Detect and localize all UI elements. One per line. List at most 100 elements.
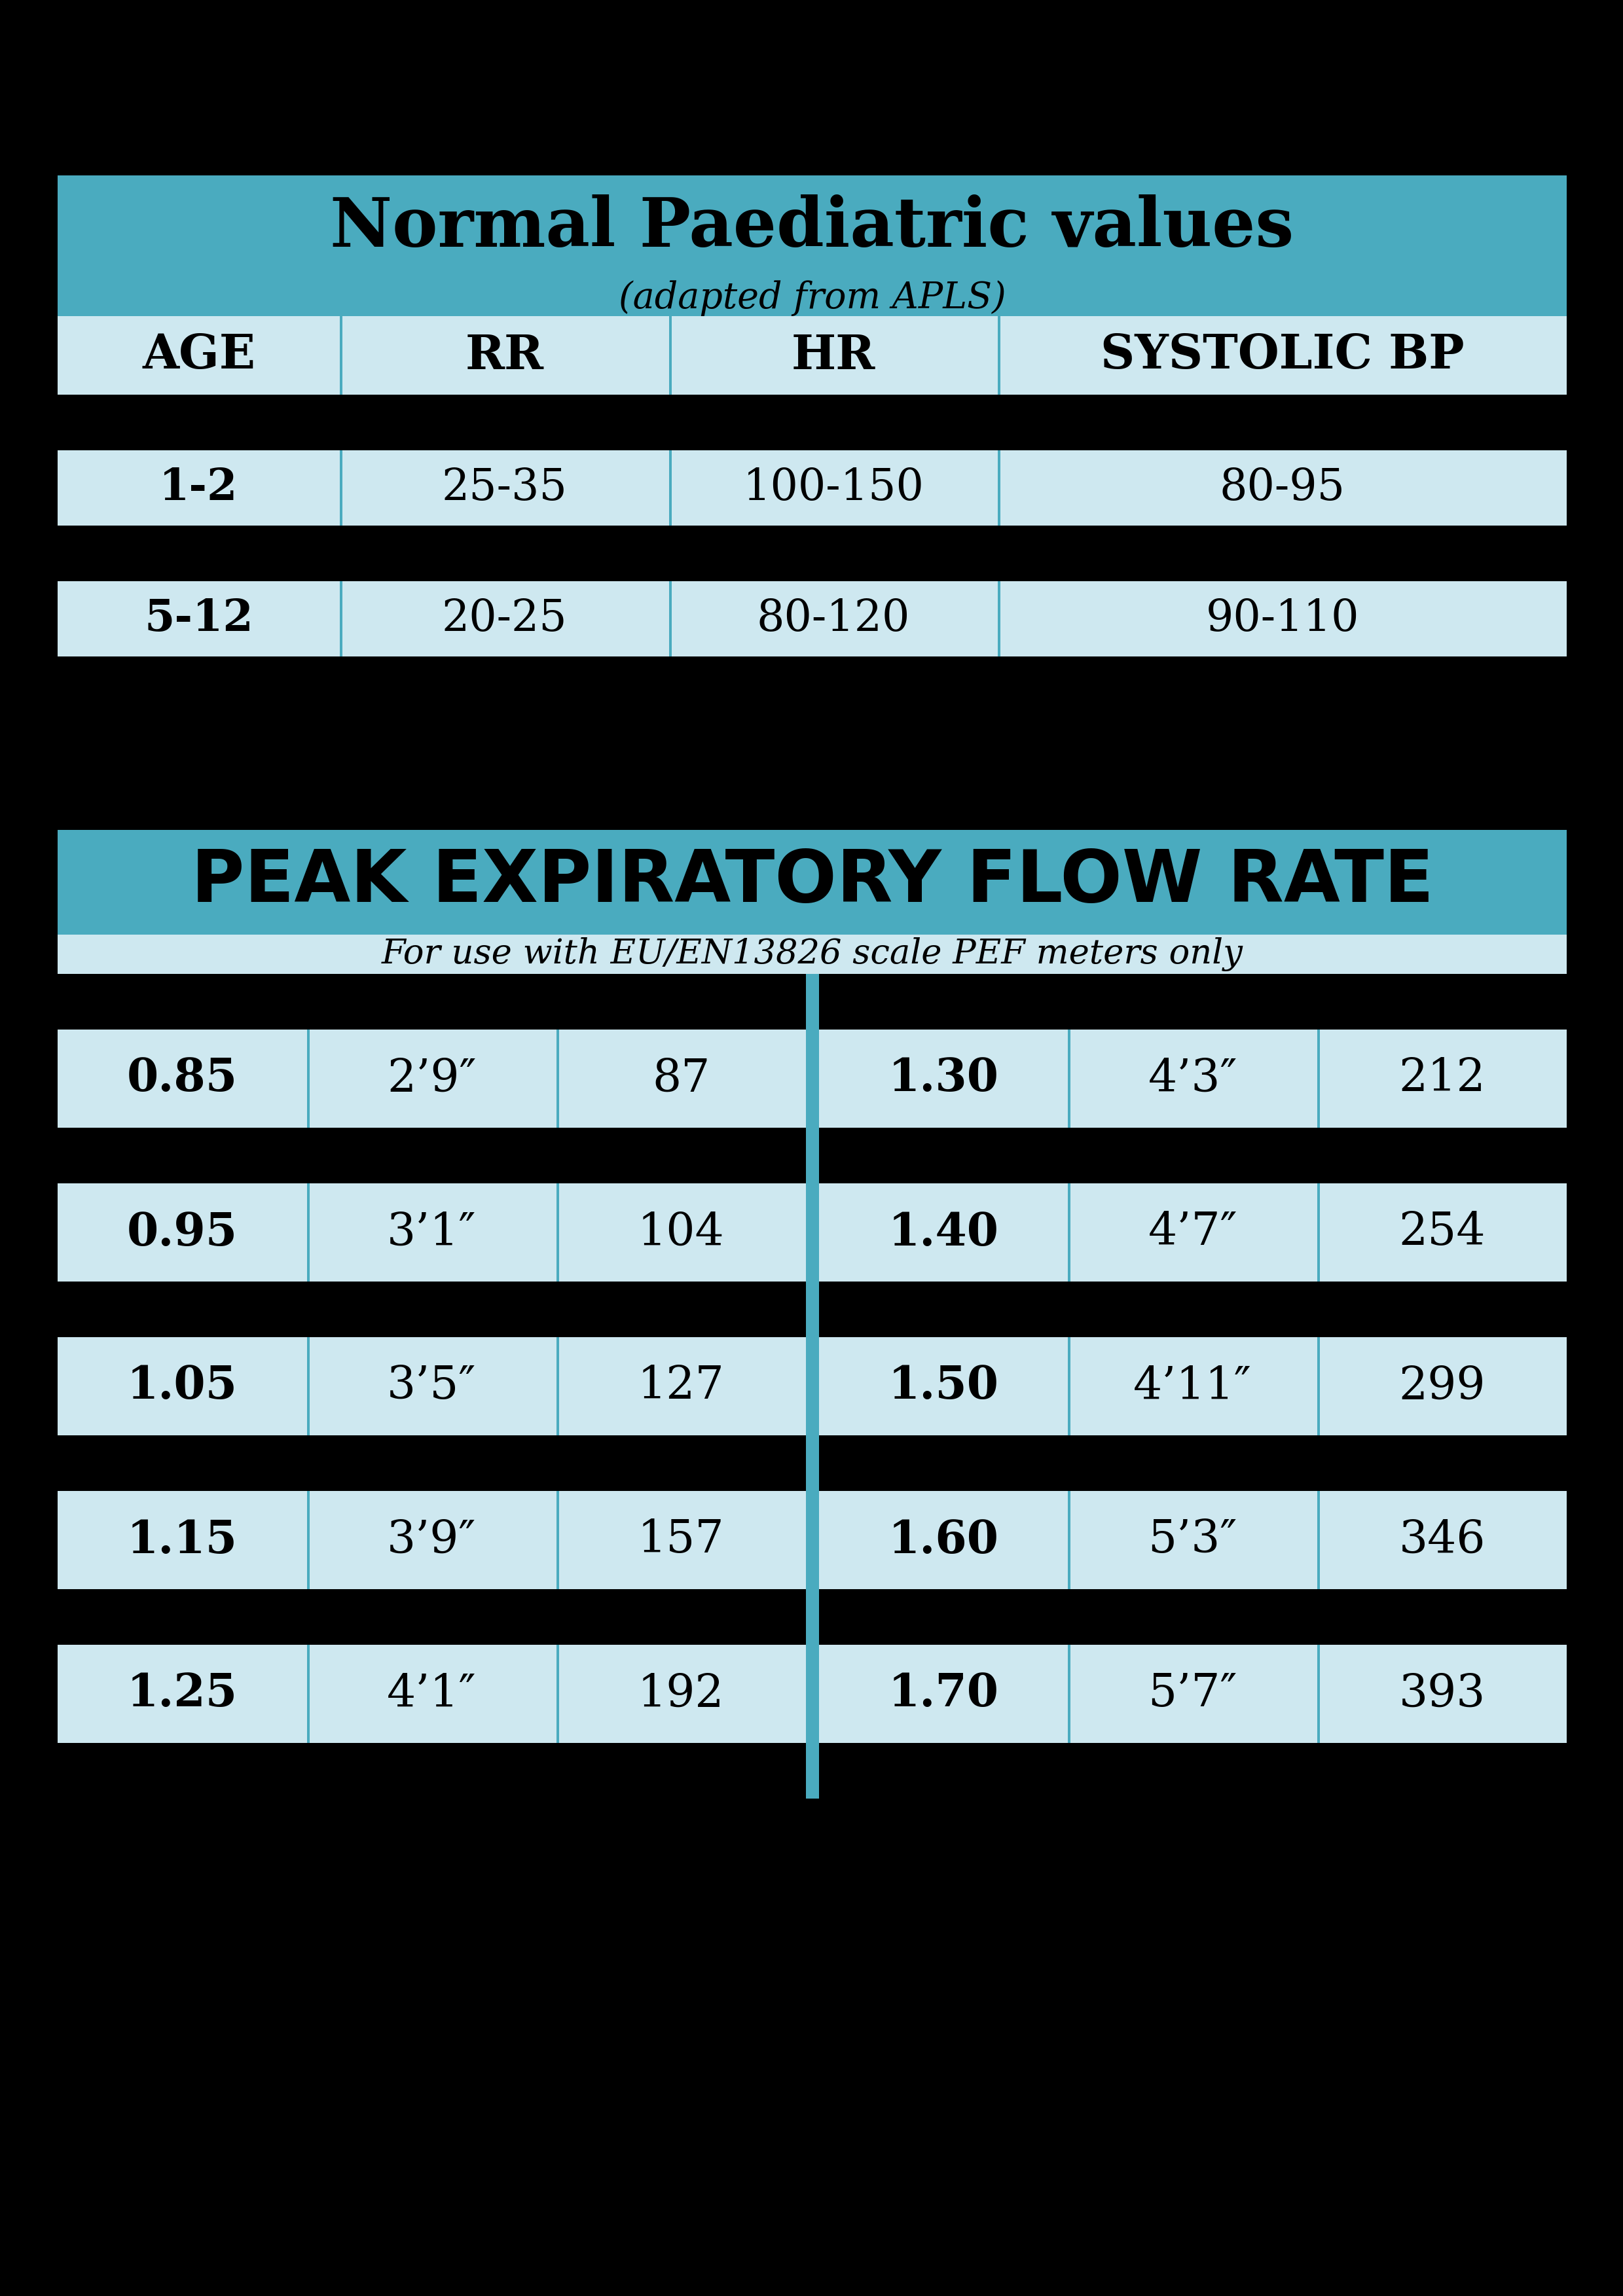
Bar: [57, 1182, 805, 1281]
Bar: [1318, 1336, 1319, 1435]
Bar: [57, 1435, 805, 1490]
Text: 157: 157: [638, 1518, 724, 1561]
Bar: [818, 1127, 1566, 1182]
Bar: [1068, 1490, 1071, 1589]
Text: 0.95: 0.95: [127, 1210, 237, 1254]
Text: 1-2: 1-2: [159, 466, 239, 510]
Text: 5’3″: 5’3″: [1147, 1518, 1237, 1561]
Text: 346: 346: [1399, 1518, 1485, 1561]
Bar: [557, 1644, 558, 1743]
Bar: [818, 1644, 1566, 1743]
Bar: [1318, 1490, 1319, 1589]
Text: 100-150: 100-150: [743, 466, 923, 510]
Text: 4’11″: 4’11″: [1133, 1364, 1251, 1407]
Bar: [307, 1029, 310, 1127]
Bar: [1068, 1644, 1071, 1743]
Bar: [818, 1435, 1566, 1490]
Text: 2’9″: 2’9″: [386, 1056, 476, 1100]
Bar: [339, 450, 342, 526]
Text: PEAK EXPIRATORY FLOW RATE: PEAK EXPIRATORY FLOW RATE: [192, 847, 1433, 918]
Text: 3’1″: 3’1″: [386, 1210, 476, 1254]
Bar: [57, 934, 1566, 974]
Bar: [57, 450, 1566, 526]
Text: 1.50: 1.50: [888, 1364, 998, 1407]
Bar: [1068, 1182, 1071, 1281]
Bar: [818, 1336, 1566, 1435]
Text: AGE: AGE: [143, 333, 255, 379]
Text: 1.15: 1.15: [127, 1518, 237, 1561]
Bar: [57, 317, 1566, 395]
Text: 0.85: 0.85: [127, 1056, 237, 1100]
Bar: [1318, 1644, 1319, 1743]
Bar: [307, 1644, 310, 1743]
Bar: [57, 581, 1566, 657]
Bar: [307, 1490, 310, 1589]
Text: For use with EU/EN13826 scale PEF meters only: For use with EU/EN13826 scale PEF meters…: [381, 937, 1243, 971]
Bar: [557, 1336, 558, 1435]
Bar: [818, 1490, 1566, 1589]
Text: 87: 87: [652, 1056, 709, 1100]
Bar: [1318, 1029, 1319, 1127]
Text: 127: 127: [638, 1364, 724, 1407]
Bar: [57, 1490, 805, 1589]
Text: 192: 192: [638, 1671, 724, 1715]
Bar: [57, 657, 1566, 712]
Text: 299: 299: [1399, 1364, 1485, 1407]
Text: (adapted from APLS): (adapted from APLS): [618, 280, 1006, 317]
Bar: [818, 974, 1566, 1029]
Text: 212: 212: [1399, 1056, 1485, 1100]
Bar: [57, 1336, 805, 1435]
Bar: [57, 1029, 805, 1127]
Bar: [557, 1029, 558, 1127]
Bar: [998, 581, 1000, 657]
Bar: [998, 450, 1000, 526]
Text: 1.70: 1.70: [888, 1671, 998, 1715]
Text: 5’7″: 5’7″: [1147, 1671, 1237, 1715]
Bar: [669, 317, 672, 395]
Text: 25-35: 25-35: [441, 466, 566, 510]
Bar: [57, 1644, 805, 1743]
Text: SYSTOLIC BP: SYSTOLIC BP: [1100, 333, 1464, 379]
Text: 1.25: 1.25: [127, 1671, 237, 1715]
Text: 4’1″: 4’1″: [386, 1671, 476, 1715]
Text: 80-95: 80-95: [1219, 466, 1345, 510]
Text: 1.05: 1.05: [127, 1364, 237, 1407]
Bar: [818, 1589, 1566, 1644]
Bar: [818, 1743, 1566, 1798]
Bar: [307, 1182, 310, 1281]
Text: 254: 254: [1399, 1210, 1485, 1254]
Text: 90-110: 90-110: [1206, 597, 1358, 641]
Text: Normal Paediatric values: Normal Paediatric values: [329, 195, 1294, 262]
Bar: [57, 829, 1566, 934]
Text: 4’3″: 4’3″: [1147, 1056, 1237, 1100]
Bar: [57, 174, 1566, 712]
Bar: [57, 1589, 805, 1644]
Bar: [818, 1281, 1566, 1336]
Text: 80-120: 80-120: [756, 597, 911, 641]
Bar: [57, 829, 1566, 1798]
Text: 1.60: 1.60: [888, 1518, 998, 1561]
Bar: [57, 174, 1566, 317]
Bar: [57, 1743, 805, 1798]
Bar: [557, 1490, 558, 1589]
Bar: [669, 450, 672, 526]
Text: 104: 104: [638, 1210, 724, 1254]
Bar: [669, 581, 672, 657]
Bar: [818, 1182, 1566, 1281]
Text: 20-25: 20-25: [441, 597, 566, 641]
Text: 5-12: 5-12: [144, 597, 253, 641]
Text: 3’5″: 3’5″: [386, 1364, 476, 1407]
Bar: [307, 1336, 310, 1435]
Text: 1.40: 1.40: [888, 1210, 998, 1254]
Bar: [57, 395, 1566, 450]
Bar: [1318, 1182, 1319, 1281]
Text: 1.30: 1.30: [888, 1056, 998, 1100]
Bar: [339, 581, 342, 657]
Bar: [557, 1182, 558, 1281]
Text: HR: HR: [792, 333, 875, 379]
Bar: [57, 1127, 805, 1182]
Text: 4’7″: 4’7″: [1147, 1210, 1237, 1254]
Text: 393: 393: [1399, 1671, 1485, 1715]
Bar: [57, 526, 1566, 581]
Bar: [998, 317, 1000, 395]
